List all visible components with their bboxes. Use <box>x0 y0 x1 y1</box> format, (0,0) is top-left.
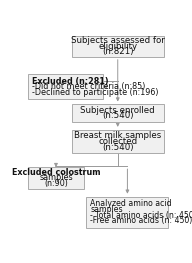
Text: -Did not meet criteria (n:85): -Did not meet criteria (n:85) <box>32 82 146 91</box>
Text: - Total amino acids (n: 450): - Total amino acids (n: 450) <box>90 211 192 220</box>
Text: Analyzed amino acid: Analyzed amino acid <box>90 199 172 208</box>
FancyBboxPatch shape <box>72 104 164 122</box>
Text: samples: samples <box>39 173 73 182</box>
Text: -Free amino acids (n: 450): -Free amino acids (n: 450) <box>90 216 192 225</box>
Text: Breast milk samples: Breast milk samples <box>74 131 161 140</box>
FancyBboxPatch shape <box>86 197 168 228</box>
Text: Excluded (n:281): Excluded (n:281) <box>32 77 109 85</box>
Text: collected: collected <box>98 137 137 146</box>
FancyBboxPatch shape <box>28 167 84 189</box>
FancyBboxPatch shape <box>72 130 164 153</box>
Text: (n:90): (n:90) <box>44 179 68 188</box>
FancyBboxPatch shape <box>72 36 164 57</box>
Text: Excluded colostrum: Excluded colostrum <box>12 168 100 177</box>
FancyBboxPatch shape <box>28 74 103 99</box>
Text: (n:821): (n:821) <box>102 47 133 56</box>
Text: (n:540): (n:540) <box>102 112 133 120</box>
Text: (n:540): (n:540) <box>102 143 133 151</box>
Text: samples: samples <box>90 205 123 214</box>
Text: -Declined to participate (n:196): -Declined to participate (n:196) <box>32 88 159 97</box>
Text: Subjects assessed for: Subjects assessed for <box>71 36 165 45</box>
Text: eligibility: eligibility <box>98 42 137 51</box>
Text: Subjects enrolled: Subjects enrolled <box>80 106 155 115</box>
